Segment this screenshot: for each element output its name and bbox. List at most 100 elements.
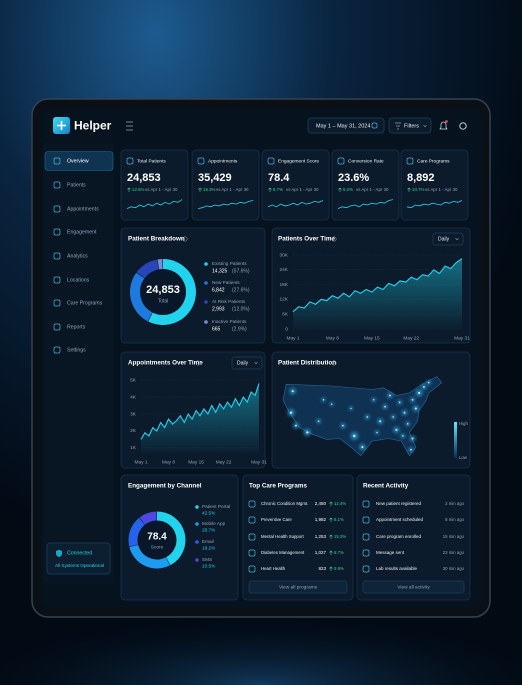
nav-item[interactable]: Patients: [67, 182, 86, 188]
nav-item[interactable]: Appointments: [67, 206, 99, 212]
program-count: 1,027: [315, 550, 327, 555]
donut-segment: [129, 544, 170, 569]
x-tick-label: May 22: [216, 459, 232, 465]
nav-icon: [53, 323, 61, 331]
map-dot: [291, 390, 294, 393]
dropdown[interactable]: [231, 356, 263, 370]
kpi-change: 10.7%: [412, 187, 425, 192]
filters-label: Filters: [404, 123, 419, 129]
map-dot: [379, 420, 382, 423]
program-change: 15.3%: [334, 534, 346, 539]
activity-icon: [362, 565, 370, 573]
donut-segment: [128, 517, 145, 547]
y-tick-label: 1K: [130, 445, 137, 451]
kpi-value: 78.4: [268, 172, 290, 184]
legend-name: Mobile App: [202, 521, 226, 526]
legend-value: 6,842: [212, 287, 225, 293]
map-dot: [384, 405, 386, 408]
activity-icon: [362, 533, 370, 541]
activity-icon: [362, 549, 370, 557]
kpi-label: Care Programs: [417, 158, 450, 164]
map-dot: [411, 437, 414, 440]
map-dot: [295, 424, 297, 427]
activity-text: Lab results available: [376, 566, 418, 571]
nav-item[interactable]: Analytics: [67, 253, 88, 259]
map-dot: [428, 381, 430, 384]
line-area: [141, 383, 259, 453]
program-name: Diabetes Management: [261, 550, 305, 555]
map-dot: [423, 386, 425, 388]
kpi-label: Total Patients: [137, 158, 166, 164]
map-dot: [342, 424, 344, 427]
dropdown[interactable]: [432, 232, 464, 246]
program-name: Preventive Care: [261, 517, 292, 522]
nav-item[interactable]: Reports: [67, 324, 86, 330]
view-all-button[interactable]: [248, 580, 348, 594]
legend-percent: (2.9%): [232, 326, 247, 332]
program-name: Heart Health: [261, 566, 286, 571]
nav-icon: [53, 205, 61, 213]
donut-total: 24,853: [146, 284, 180, 296]
map-dot: [322, 399, 325, 401]
activity-icon: [362, 516, 370, 524]
nav-item[interactable]: Locations: [67, 277, 90, 283]
view-all-button[interactable]: [362, 580, 465, 594]
y-tick-label: 12K: [279, 297, 288, 303]
nav-item[interactable]: Engagement: [67, 229, 97, 235]
donut-segment: [139, 511, 157, 525]
program-name: Chronic Condition Mgmt.: [261, 501, 308, 506]
program-icon: [248, 533, 256, 541]
logo-text: Helper: [74, 119, 112, 133]
x-tick-label: May 8: [162, 459, 175, 465]
legend-name: New Patients: [212, 280, 240, 285]
legend-value: 665: [212, 326, 221, 332]
x-tick-label: May 8: [326, 335, 339, 341]
program-name: Mental Health Support: [261, 534, 305, 539]
status-title: Connected: [67, 550, 92, 556]
kpi-label: Conversion Rate: [348, 158, 384, 164]
chevron: [423, 124, 427, 128]
kpi-label: Engagement Score: [278, 158, 319, 164]
program-change: 5.9%: [334, 566, 344, 571]
filters-button[interactable]: [388, 117, 432, 134]
legend-low: Low: [459, 455, 468, 460]
nav-item[interactable]: Settings: [67, 347, 86, 353]
legend-value: 42.5%: [202, 511, 215, 516]
nav-icon: [53, 228, 61, 236]
map-dot: [418, 391, 421, 395]
kpi-change: 8.7%: [273, 187, 283, 192]
activity-icon: [362, 500, 370, 508]
kpi-comparison: vs Apr 1 - Apr 30: [425, 187, 458, 192]
kpi-change: 6.2%: [343, 187, 353, 192]
program-icon: [248, 549, 256, 557]
sparkline: [126, 199, 183, 209]
program-change: 6.7%: [334, 550, 344, 555]
kpi-icon: [337, 157, 345, 165]
activity-text: Care program enrolled: [376, 534, 422, 539]
nav-item[interactable]: Overview: [67, 158, 89, 164]
date-range: May 1 – May 31, 2024: [316, 123, 370, 129]
map-dot: [414, 407, 417, 410]
bell-icon[interactable]: [439, 121, 448, 130]
card-title: Patient Breakdown: [128, 236, 185, 243]
donut-hole: [140, 269, 186, 315]
legend-value: 18.2%: [202, 546, 215, 551]
settings-icon[interactable]: [459, 122, 467, 130]
kpi-change: 12.5%: [132, 187, 145, 192]
legend-name: SMS: [202, 557, 212, 562]
donut-total-label: Total: [158, 298, 169, 304]
map-dot: [411, 399, 414, 401]
donut-segment: [136, 259, 160, 279]
x-tick-label: May 31: [251, 459, 267, 465]
activity-time: 2 min ago: [445, 501, 464, 506]
kpi-comparison: vs Apr 1 - Apr 30: [286, 187, 319, 192]
chevron: [254, 361, 258, 365]
date-picker[interactable]: [307, 117, 385, 134]
sparkline: [267, 200, 324, 208]
activity-text: Message sent: [376, 550, 405, 555]
nav-item[interactable]: Care Programs: [67, 300, 103, 306]
program-change: 12.4%: [334, 501, 346, 506]
legend-value: 14,325: [212, 268, 228, 274]
map-dot: [373, 399, 375, 401]
